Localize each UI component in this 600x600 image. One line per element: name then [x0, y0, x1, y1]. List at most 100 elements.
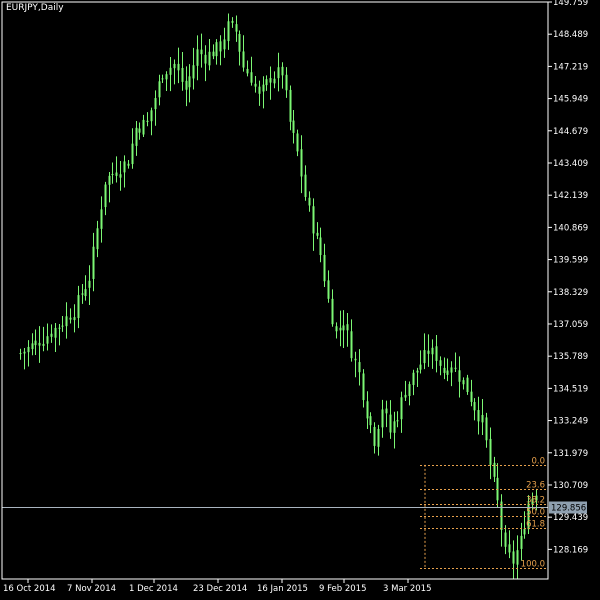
- candle-body: [400, 397, 403, 420]
- candle-body: [450, 367, 453, 373]
- fib-level-label: 23.6: [526, 481, 545, 491]
- candle: [88, 265, 91, 306]
- candle-body: [443, 367, 446, 373]
- candle: [138, 122, 141, 140]
- candle-body: [192, 65, 195, 79]
- candle: [242, 35, 245, 72]
- candle-body: [504, 532, 507, 547]
- candle: [339, 310, 342, 347]
- plot-border: [1, 1, 549, 580]
- candle-body: [227, 21, 230, 42]
- candle-body: [493, 462, 496, 477]
- candle: [269, 66, 272, 100]
- candle: [381, 399, 384, 438]
- candle-body: [477, 410, 480, 422]
- candle: [316, 222, 319, 240]
- current-price-line: 129.856: [2, 501, 587, 514]
- candle: [285, 67, 288, 98]
- x-tick-label: 7 Nov 2014: [67, 584, 116, 594]
- candle: [65, 302, 68, 339]
- candle: [169, 57, 172, 92]
- candle-body: [285, 74, 288, 91]
- candle-body: [181, 67, 184, 82]
- candle: [34, 329, 37, 356]
- candle: [431, 339, 434, 369]
- candle-body: [377, 428, 380, 447]
- candle: [196, 35, 199, 81]
- candle-body: [165, 74, 168, 80]
- y-tick-label: 135.789: [553, 352, 588, 362]
- candle-body: [77, 295, 80, 319]
- candle-body: [34, 340, 37, 346]
- candle: [500, 494, 503, 547]
- candle-body: [531, 498, 534, 505]
- x-tick-label: 1 Dec 2014: [129, 584, 178, 594]
- candle: [204, 45, 207, 82]
- candle: [54, 323, 57, 352]
- candle: [146, 112, 149, 127]
- candle: [481, 399, 484, 436]
- candle: [81, 283, 84, 304]
- candle: [419, 350, 422, 374]
- candle-body: [219, 41, 222, 52]
- candle-body: [454, 367, 457, 369]
- candle-body: [100, 209, 103, 229]
- candle-body: [123, 161, 126, 173]
- x-tick-label: 16 Oct 2014: [3, 584, 56, 594]
- candle-body: [273, 78, 276, 84]
- candle-body: [516, 550, 519, 565]
- candle: [508, 530, 511, 559]
- y-tick-label: 147.219: [553, 62, 588, 72]
- candle-body: [246, 68, 249, 74]
- candle-body: [96, 228, 99, 250]
- candle: [408, 381, 411, 406]
- candle-body: [265, 79, 268, 86]
- candle: [416, 367, 419, 388]
- candle-series: [19, 13, 538, 579]
- candle-body: [250, 72, 253, 83]
- candle: [262, 76, 265, 109]
- candle: [161, 74, 164, 83]
- candle: [400, 391, 403, 433]
- candle-body: [158, 81, 161, 98]
- candle: [150, 107, 153, 136]
- candle-body: [69, 317, 72, 320]
- candle: [46, 323, 49, 351]
- candle-body: [177, 63, 180, 71]
- candle: [366, 391, 369, 430]
- candle: [350, 319, 353, 362]
- y-tick-label: 131.979: [553, 449, 588, 459]
- candle: [19, 348, 22, 360]
- candle: [265, 75, 268, 91]
- candle-body: [358, 362, 361, 373]
- candle: [200, 33, 203, 68]
- y-tick-label: 133.249: [553, 417, 588, 427]
- candle: [327, 270, 330, 303]
- candle: [331, 289, 334, 327]
- candle: [304, 165, 307, 201]
- candle: [108, 171, 111, 203]
- candle-body: [242, 51, 245, 68]
- candle: [358, 349, 361, 386]
- y-tick-label: 144.679: [553, 127, 588, 137]
- candle-body: [204, 54, 207, 64]
- candle: [223, 27, 226, 58]
- candle-body: [466, 377, 469, 392]
- candle: [58, 323, 61, 346]
- candle-body: [161, 78, 164, 80]
- y-tick-label: 142.139: [553, 191, 588, 201]
- candle: [435, 335, 438, 373]
- candle-body: [135, 127, 138, 146]
- candle-body: [27, 346, 30, 353]
- candle: [312, 198, 315, 251]
- candle-body: [473, 402, 476, 411]
- candle: [473, 398, 476, 421]
- y-tick-label: 148.489: [553, 30, 588, 40]
- fibonacci-retracement[interactable]: 0.0 23.6 38.2 50.0 61.8 100.0: [420, 457, 546, 570]
- candle: [493, 456, 496, 483]
- candle: [277, 52, 280, 92]
- candle-body: [196, 49, 199, 66]
- candle-body: [50, 333, 53, 337]
- candle-body: [115, 172, 118, 176]
- candle-body: [416, 370, 419, 373]
